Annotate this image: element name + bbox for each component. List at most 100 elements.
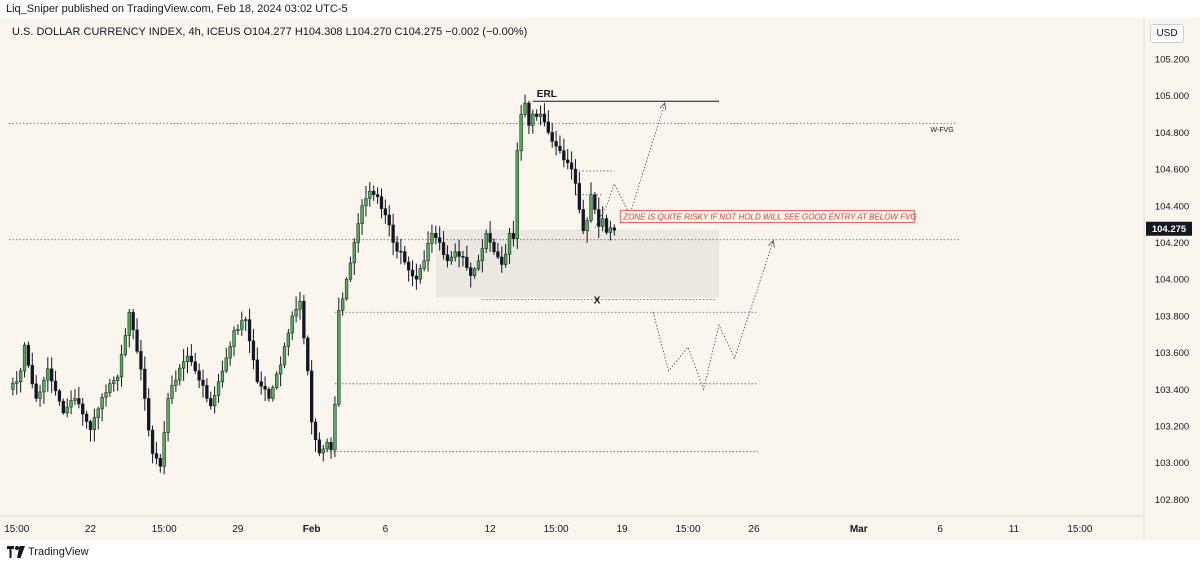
- candle[interactable]: [317, 432, 322, 457]
- candle[interactable]: [11, 377, 15, 396]
- candle[interactable]: [309, 360, 314, 435]
- candle[interactable]: [527, 100, 531, 134]
- candle[interactable]: [430, 224, 434, 253]
- candle[interactable]: [150, 425, 155, 464]
- candle[interactable]: [244, 316, 248, 332]
- candle[interactable]: [604, 214, 609, 235]
- candle[interactable]: [569, 151, 574, 180]
- candle[interactable]: [247, 308, 252, 353]
- candle[interactable]: [298, 291, 302, 320]
- candle[interactable]: [515, 142, 519, 250]
- candle[interactable]: [589, 182, 593, 223]
- candle[interactable]: [593, 192, 597, 215]
- candle[interactable]: [461, 250, 465, 267]
- candle[interactable]: [469, 262, 473, 288]
- candle[interactable]: [22, 342, 27, 378]
- candle[interactable]: [263, 376, 267, 401]
- candle[interactable]: [434, 225, 438, 245]
- candle[interactable]: [484, 229, 488, 253]
- candle[interactable]: [352, 238, 356, 275]
- candle[interactable]: [542, 103, 547, 127]
- candle[interactable]: [581, 199, 585, 235]
- candle[interactable]: [410, 260, 415, 287]
- candle[interactable]: [38, 385, 42, 407]
- candle[interactable]: [88, 419, 93, 442]
- candle[interactable]: [112, 376, 116, 392]
- candle[interactable]: [387, 205, 391, 237]
- candle[interactable]: [600, 206, 605, 232]
- candle[interactable]: [34, 375, 38, 402]
- candle[interactable]: [325, 438, 329, 452]
- candle[interactable]: [558, 135, 562, 154]
- candle[interactable]: [344, 277, 349, 301]
- candle[interactable]: [337, 297, 341, 407]
- candle[interactable]: [399, 238, 403, 265]
- candle[interactable]: [278, 356, 283, 387]
- candle[interactable]: [554, 130, 558, 156]
- candle[interactable]: [240, 311, 244, 336]
- candle[interactable]: [302, 295, 306, 345]
- candle[interactable]: [236, 324, 240, 335]
- candle[interactable]: [154, 441, 159, 465]
- candle[interactable]: [333, 396, 337, 457]
- candle[interactable]: [251, 329, 256, 370]
- candle[interactable]: [406, 256, 411, 282]
- candle[interactable]: [96, 406, 100, 430]
- candle[interactable]: [259, 371, 263, 395]
- candle[interactable]: [465, 245, 469, 271]
- candle[interactable]: [321, 444, 325, 462]
- candle[interactable]: [53, 370, 58, 396]
- candle[interactable]: [65, 398, 69, 418]
- candle[interactable]: [360, 199, 364, 235]
- candle[interactable]: [372, 185, 376, 201]
- candle[interactable]: [131, 308, 135, 340]
- candle[interactable]: [457, 239, 461, 268]
- candle[interactable]: [100, 393, 104, 422]
- candle[interactable]: [422, 250, 426, 272]
- candle[interactable]: [224, 347, 228, 374]
- candle[interactable]: [356, 213, 360, 253]
- candle[interactable]: [306, 335, 310, 376]
- candle[interactable]: [220, 360, 225, 388]
- candle[interactable]: [608, 220, 613, 241]
- candle[interactable]: [42, 376, 46, 404]
- candle[interactable]: [511, 220, 516, 247]
- candle[interactable]: [418, 264, 422, 284]
- candle[interactable]: [115, 374, 120, 391]
- candle[interactable]: [438, 226, 442, 251]
- candle[interactable]: [26, 341, 31, 369]
- candle[interactable]: [577, 172, 582, 214]
- projection-path[interactable]: [594, 102, 666, 229]
- candle[interactable]: [519, 104, 523, 161]
- candle[interactable]: [228, 341, 232, 366]
- candle[interactable]: [585, 217, 589, 243]
- candle[interactable]: [275, 371, 279, 390]
- candle[interactable]: [476, 254, 481, 271]
- candle[interactable]: [81, 397, 85, 426]
- candle[interactable]: [147, 388, 151, 437]
- candle[interactable]: [550, 122, 554, 148]
- time-axis[interactable]: 15:00 22 15:00 29 Feb 6 12 15:00 19 15:00 26 Mar 6 11…: [4, 524, 1093, 535]
- annotation-box[interactable]: [619, 210, 915, 224]
- candle[interactable]: [507, 227, 512, 264]
- candle[interactable]: [348, 256, 353, 283]
- candle[interactable]: [15, 371, 19, 395]
- candle[interactable]: [535, 109, 539, 121]
- candle[interactable]: [453, 243, 457, 262]
- candle[interactable]: [271, 385, 275, 402]
- candle[interactable]: [232, 326, 236, 357]
- candle[interactable]: [50, 357, 54, 393]
- candle[interactable]: [127, 309, 131, 348]
- candle[interactable]: [395, 235, 399, 259]
- tradingview-brand[interactable]: TradingView: [7, 545, 89, 559]
- candle[interactable]: [449, 250, 453, 265]
- candle[interactable]: [181, 349, 186, 381]
- candle[interactable]: [472, 267, 477, 279]
- candle[interactable]: [193, 352, 197, 375]
- candle[interactable]: [84, 410, 89, 429]
- candle[interactable]: [104, 384, 108, 407]
- candle[interactable]: [573, 159, 578, 196]
- projection-path[interactable]: [652, 240, 774, 391]
- candle[interactable]: [368, 181, 372, 207]
